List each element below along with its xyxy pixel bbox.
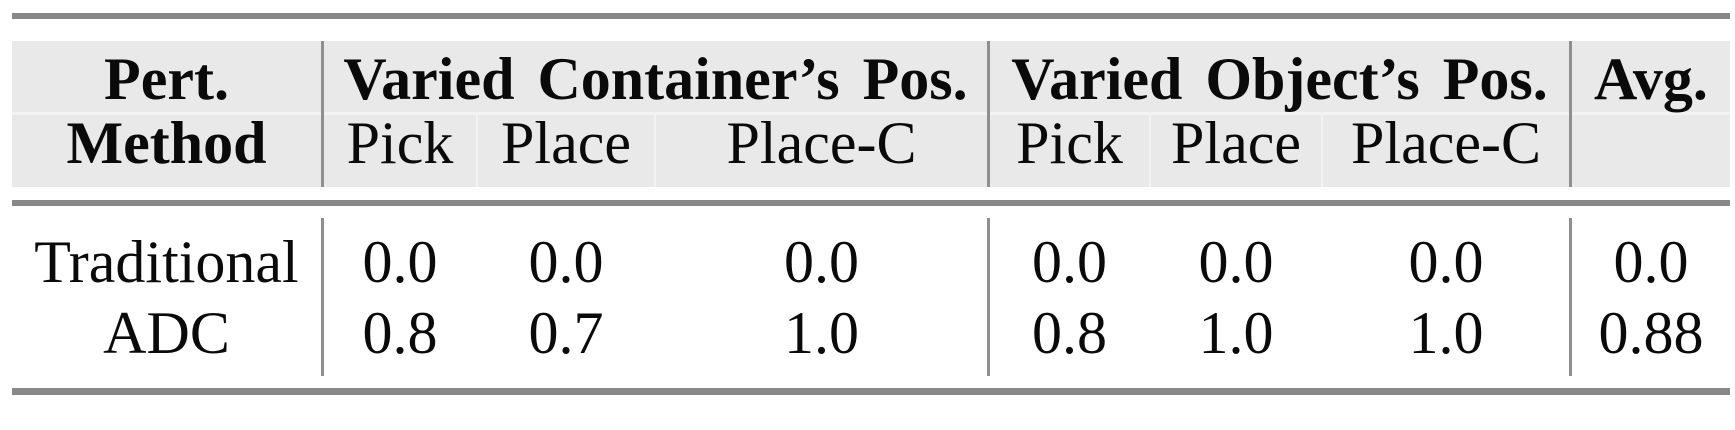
header-cell-seam [654,115,656,187]
header-pert-method-line2: Method [66,110,267,176]
header-cell-seam [476,115,478,187]
subheader-object-place-c: Place-C [1351,110,1541,176]
group-header-varied-object-pos: Varied Object’s Pos. [1011,46,1548,112]
column-separator [321,41,324,187]
value-adc-container-place-c: 1.0 [784,300,859,366]
header-pert-method-line1: Pert. [104,46,229,112]
subheader-object-place: Place [1171,110,1301,176]
row-label-adc: ADC [103,300,230,366]
header-cell-seam [1321,115,1323,187]
value-adc-container-place: 0.7 [528,300,604,366]
value-adc-object-place: 1.0 [1198,300,1274,366]
value-adc-avg: 0.88 [1598,300,1704,366]
subheader-container-pick: Pick [346,110,454,176]
subheader-object-pick: Pick [1016,110,1123,176]
value-traditional-avg: 0.0 [1613,229,1689,295]
table-top-rule [12,13,1730,19]
group-header-varied-container-pos: Varied Container’s Pos. [343,46,968,112]
subheader-container-place: Place [501,110,631,176]
column-separator [1569,218,1572,376]
header-cell-seam [1149,115,1151,187]
value-adc-container-pick: 0.8 [362,300,438,366]
value-traditional-object-place: 0.0 [1198,229,1274,295]
row-label-traditional: Traditional [34,229,299,295]
column-separator [1569,41,1572,187]
subheader-container-place-c: Place-C [726,110,917,176]
header-avg: Avg. [1594,46,1708,112]
value-traditional-object-pick: 0.0 [1032,229,1107,295]
value-traditional-object-place-c: 0.0 [1408,229,1484,295]
column-separator [987,41,990,187]
value-traditional-container-place-c: 0.0 [784,229,859,295]
column-separator [321,218,324,376]
value-traditional-container-place: 0.0 [528,229,604,295]
value-adc-object-place-c: 1.0 [1408,300,1484,366]
value-traditional-container-pick: 0.0 [362,229,438,295]
table-header-rule [12,200,1730,206]
table-bottom-rule [12,388,1730,395]
header-row-divider [12,112,1730,115]
column-separator [987,218,990,376]
value-adc-object-pick: 0.8 [1032,300,1107,366]
